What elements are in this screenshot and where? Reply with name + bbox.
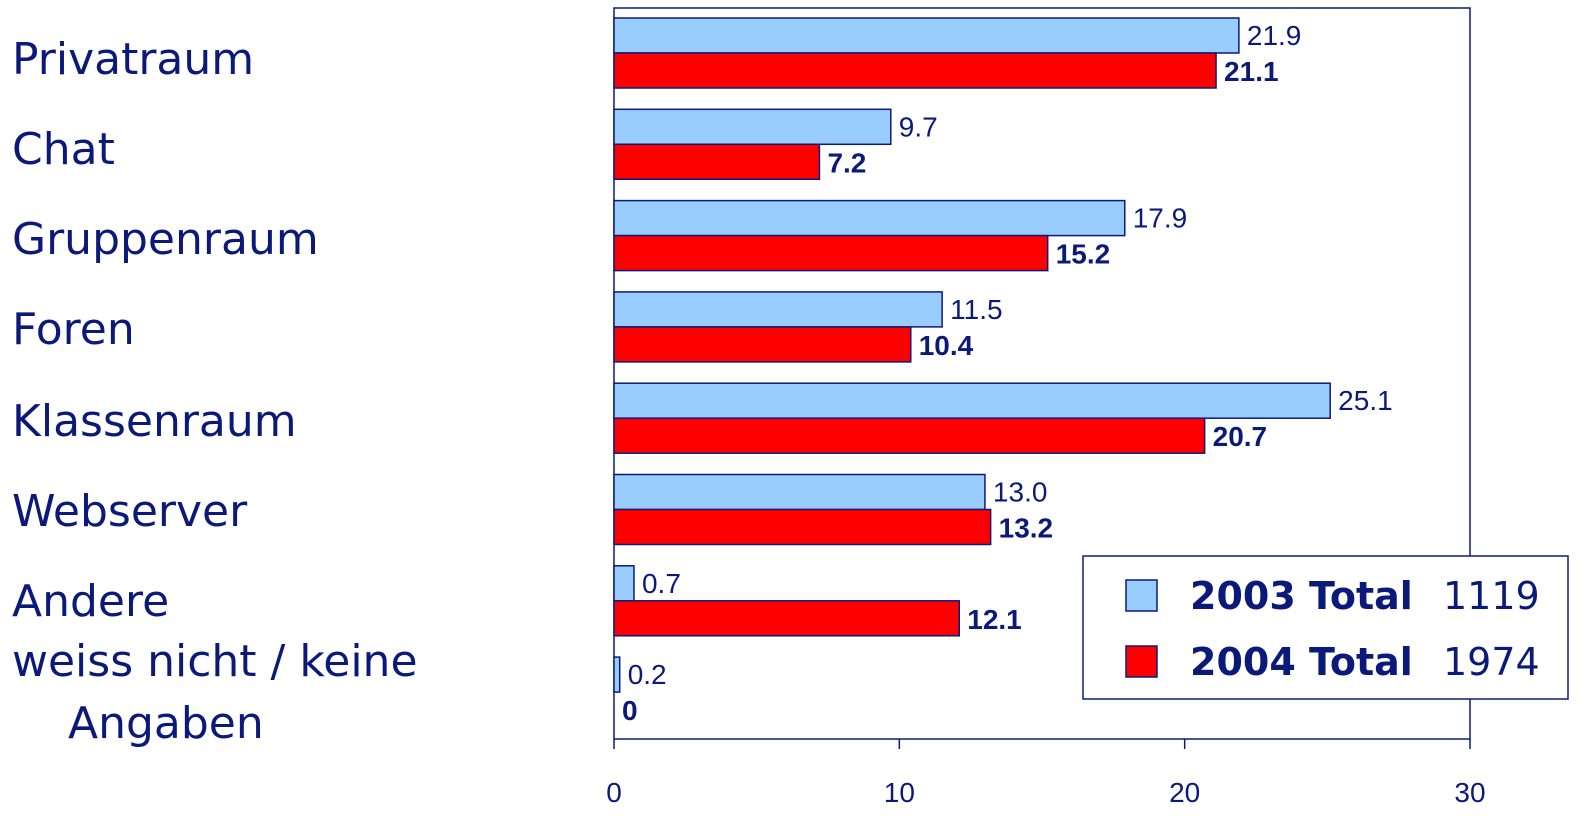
category-label-gruppenraum: Gruppenraum [12,214,319,265]
value-label-2004-privatraum: 21.1 [1224,56,1279,87]
bar-2003-andere [613,565,635,602]
bar-2004-gruppenraum [613,234,1049,272]
category-label-andere: Andere [12,576,169,627]
legend-count-2004-total: 1974 [1443,640,1540,684]
bar-2003-privatraum [613,17,1240,54]
value-label-2003-foren: 11.5 [950,294,1002,325]
value-label-2004-webserver: 13.2 [999,513,1054,544]
bar-2004-klassenraum [613,417,1206,454]
bar-2004-andere [613,600,961,637]
value-label-2004-foren: 10.4 [919,330,974,361]
bar-2003-chat [613,108,892,146]
bar-2003-webserver [613,473,986,511]
x-tick-label-20: 20 [1169,777,1200,808]
value-label-2003-gruppenraum: 17.9 [1133,203,1188,234]
bar-2004-chat [613,143,821,181]
bar-2003-foren [613,291,943,328]
value-label-2003-privatraum: 21.9 [1247,20,1302,51]
category-label-foren: Foren [12,304,135,355]
x-tick-label-10: 10 [884,777,915,808]
legend-box [1082,555,1569,700]
value-label-2003-chat: 9.7 [899,111,938,142]
legend-label-2003-total: 2003 Total [1190,574,1413,618]
bar-2004-privatraum [613,52,1217,89]
category-label-webserver: Webserver [12,486,248,537]
value-label-2004-chat: 7.2 [827,147,866,178]
legend-swatch-2004-total [1125,645,1158,678]
category-label-klassenraum: Klassenraum [12,396,297,447]
category-labels: Privatraum Chat Gruppenraum Foren Klassenrau… [12,34,418,749]
category-label-weiss-nicht-keine: weiss nicht / keine [12,636,418,687]
value-label-2004-weiss-nicht-keine: 0 [622,695,638,726]
value-label-2004-gruppenraum: 15.2 [1056,239,1111,270]
legend-label-2004-total: 2004 Total [1190,640,1413,684]
value-label-2003-klassenraum: 25.1 [1338,385,1393,416]
value-label-2004-klassenraum: 20.7 [1213,421,1268,452]
value-label-2003-weiss-nicht-keine: 0.2 [628,659,667,690]
value-label-2004-andere: 12.1 [967,604,1022,635]
plot-area-frame [613,7,1471,740]
bars [613,17,1331,693]
bar-2003-gruppenraum [613,199,1126,237]
legend: 2003 Total 1119 2004 Total 1974 [1082,555,1569,700]
legend-swatch-2003-total [1125,579,1158,612]
category-label-angaben: Angaben [68,698,264,749]
category-label-chat: Chat [12,124,115,175]
x-tick-label-30: 30 [1454,777,1485,808]
data-labels: 21.9 21.1 9.7 7.2 17.9 15.2 11.5 10.4 25.1 20.7 13… [622,20,1393,726]
category-label-privatraum: Privatraum [12,34,254,85]
x-tick-label-0: 0 [606,777,622,808]
bar-2004-foren [613,326,912,363]
bar-2003-weiss-nicht-keine [613,656,621,693]
x-axis: 0 10 20 30 [606,739,1486,808]
bar-2003-klassenraum [613,382,1331,419]
bar-2004-webserver [613,508,992,546]
value-label-2003-andere: 0.7 [642,568,681,599]
legend-count-2003-total: 1119 [1443,574,1540,618]
value-label-2003-webserver: 13.0 [993,477,1048,508]
